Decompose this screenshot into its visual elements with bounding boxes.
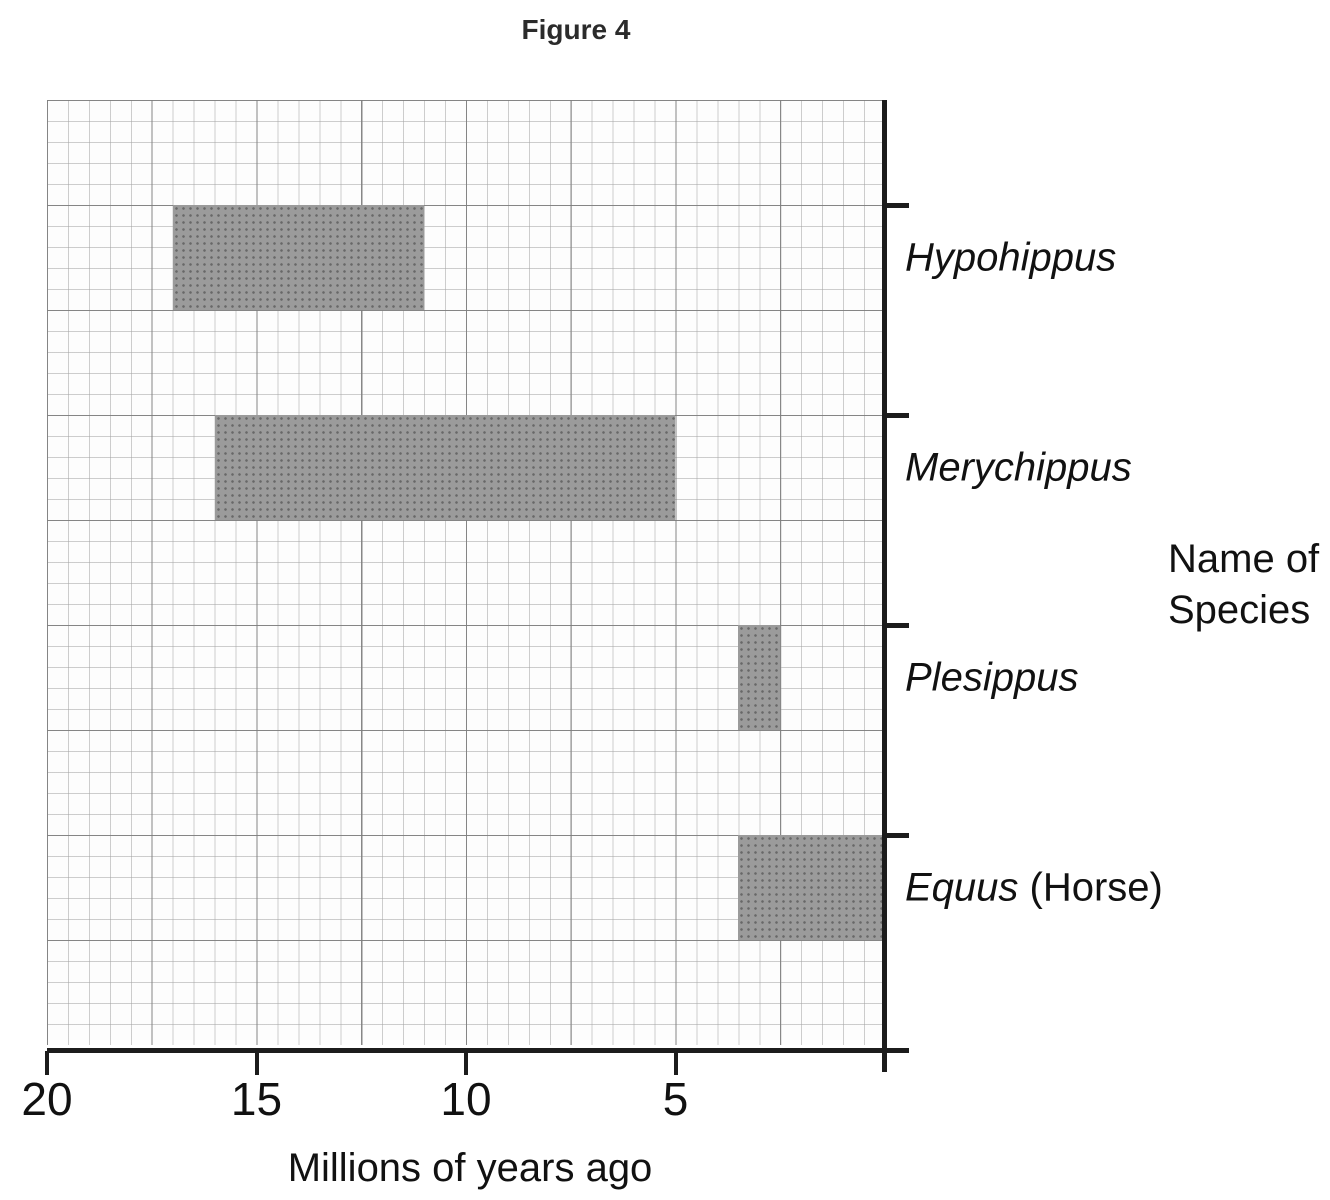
x-tick-5 <box>673 1051 678 1075</box>
x-tick-15 <box>254 1051 259 1075</box>
y-tick-plesippus <box>887 623 909 628</box>
y-tick-equus-horse <box>887 833 909 838</box>
x-tick-10 <box>464 1051 468 1075</box>
x-axis-title: Millions of years ago <box>287 1146 653 1190</box>
y-axis-title-line2: Species <box>1168 588 1311 633</box>
y-axis-line <box>882 100 887 1072</box>
bar-hypohippus <box>172 205 425 310</box>
bar-equus-horse <box>738 835 885 940</box>
x-axis-line <box>47 1048 909 1053</box>
species-label-hypohippus: Hypohippus <box>905 235 1117 279</box>
x-tick-label-20: 20 <box>21 1073 73 1125</box>
x-tick-label-10: 10 <box>440 1073 492 1125</box>
y-axis-title-line1: Name of <box>1168 537 1320 581</box>
species-label-plesippus: Plesippus <box>905 655 1079 699</box>
y-axis-title: Name of Species <box>1168 534 1319 636</box>
y-tick-merychippus <box>887 413 909 418</box>
x-tick-label-15: 15 <box>230 1073 283 1125</box>
species-label-merychippus: Merychippus <box>905 445 1132 489</box>
y-tick-hypohippus <box>887 203 909 208</box>
bar-merychippus <box>214 415 676 520</box>
x-tick-20 <box>45 1051 49 1075</box>
figure-title: Figure 4 <box>521 14 631 45</box>
x-tick-label-5: 5 <box>662 1073 689 1125</box>
bar-plesippus <box>738 625 781 730</box>
species-label-equus-horse: Equus (Horse) <box>905 865 1163 909</box>
